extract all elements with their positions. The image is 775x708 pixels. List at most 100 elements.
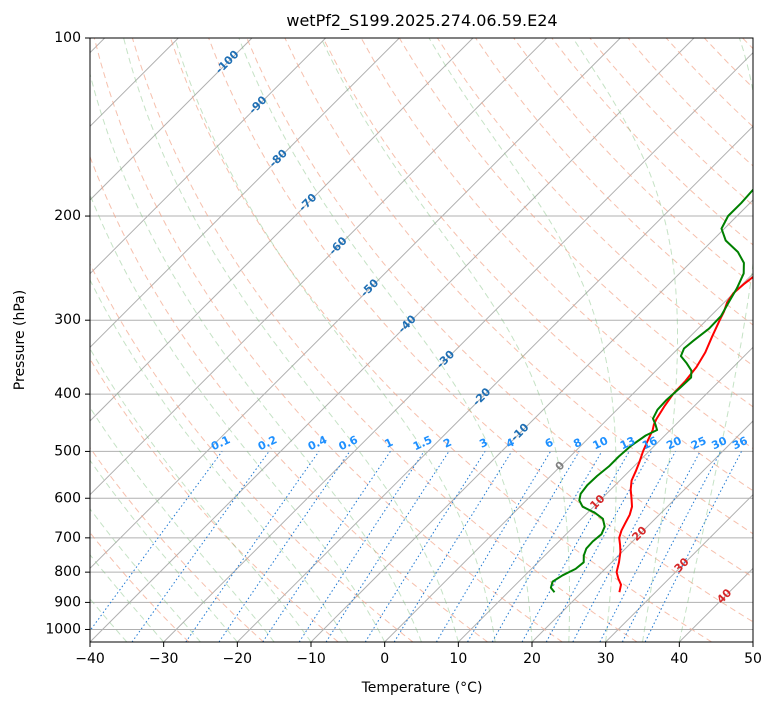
mixing-ratio-line xyxy=(90,451,223,632)
isotherm-line xyxy=(752,641,753,642)
moist-adiabat xyxy=(90,347,312,642)
mixing-ratio-label: 16 xyxy=(640,434,660,452)
isotherm-line xyxy=(90,38,621,570)
dry-adiabat xyxy=(742,38,753,50)
dry-adiabat xyxy=(90,358,339,642)
mixing-ratio-line xyxy=(185,451,320,642)
isotherm-line xyxy=(605,493,753,642)
isotherm-line xyxy=(90,38,253,201)
dry-adiabat xyxy=(436,38,753,367)
plot-frame xyxy=(89,37,754,643)
temperature-line xyxy=(615,275,753,593)
dry-adiabat xyxy=(90,262,414,642)
x-tick-label: −20 xyxy=(223,651,253,667)
mixing-ratio-line xyxy=(262,451,391,642)
x-tick-label: −40 xyxy=(75,651,105,667)
dry-adiabat xyxy=(703,38,753,89)
dry-adiabat xyxy=(93,38,563,642)
moist-adiabat xyxy=(320,38,570,642)
moist-adiabat xyxy=(572,38,678,642)
y-tick-label: 400 xyxy=(54,386,81,402)
mixing-ratio-label: 25 xyxy=(689,434,708,452)
mixing-ratio-line xyxy=(435,451,552,642)
isotherm-line xyxy=(457,346,753,642)
moist-adiabat xyxy=(90,459,238,642)
dry-adiabat xyxy=(246,38,753,578)
dewpoint-line xyxy=(549,188,753,593)
moist-adiabat xyxy=(428,38,617,642)
moist-adiabat xyxy=(90,278,349,642)
isotherm-line xyxy=(90,38,695,642)
mixing-ratio-label: 3 xyxy=(477,436,489,451)
mixing-ratio-label: 8 xyxy=(571,436,583,451)
dry-adiabat xyxy=(131,38,638,642)
mixing-ratio-label: 1 xyxy=(383,436,395,451)
mixing-ratio-line xyxy=(393,451,513,642)
moist-adiabat xyxy=(90,406,275,642)
x-tick-label: −30 xyxy=(149,651,179,667)
chart-title: wetPf2_S199.2025.274.06.59.E24 xyxy=(286,11,557,31)
x-axis-label: Temperature (°C) xyxy=(361,680,483,696)
y-axis-ticks: 100 200 300 400 500 600 700 800 900 1000 xyxy=(45,30,90,637)
mixing-ratio-label: 36 xyxy=(730,434,750,452)
mixing-ratio-label: 0.4 xyxy=(306,433,329,453)
dry-adiabat xyxy=(322,38,753,492)
y-tick-label: 800 xyxy=(54,564,81,580)
mixing-ratio-line xyxy=(131,451,270,642)
x-tick-label: 40 xyxy=(670,651,688,667)
moist-adiabat xyxy=(90,72,422,642)
dry-adiabat xyxy=(475,38,753,326)
mixing-ratio-line xyxy=(644,451,742,642)
x-tick-label: 30 xyxy=(597,651,615,667)
isotherm-line xyxy=(163,51,753,642)
dry-adiabat xyxy=(513,38,753,286)
isotherm-line xyxy=(90,38,400,349)
moist-adiabat xyxy=(90,193,386,642)
dry-adiabat xyxy=(90,155,488,642)
mixing-ratio-label: 10 xyxy=(591,434,611,452)
mixing-ratio-label: 0.1 xyxy=(209,433,232,453)
mixing-ratio-label: 0.2 xyxy=(256,433,279,453)
moist-adiabat xyxy=(90,553,165,642)
isotherm-line xyxy=(90,38,327,275)
mixing-ratio-line xyxy=(364,451,486,642)
isotherm-line xyxy=(236,125,753,642)
mixing-ratio-line xyxy=(218,451,351,642)
y-tick-label: 700 xyxy=(54,530,81,546)
background-grid xyxy=(90,38,753,642)
y-tick-label: 100 xyxy=(54,30,81,46)
moist-adiabat xyxy=(90,598,128,642)
mixing-ratio-label: 13 xyxy=(618,434,637,452)
dry-adiabat xyxy=(90,446,264,642)
y-axis-label: Pressure (hPa) xyxy=(12,290,28,390)
isotherm-line xyxy=(90,38,474,422)
y-tick-label: 1000 xyxy=(45,621,81,637)
y-tick-label: 200 xyxy=(54,208,81,224)
moist-adiabat xyxy=(238,38,533,642)
mixing-ratio-line xyxy=(621,451,722,642)
x-tick-label: 20 xyxy=(523,651,541,667)
moist-adiabat xyxy=(123,38,459,642)
reference-lines xyxy=(90,38,753,642)
mixing-ratio-label: 30 xyxy=(710,434,730,452)
dry-adiabat xyxy=(208,38,753,623)
isotherm-label: 10 xyxy=(587,492,607,512)
isotherm-line xyxy=(531,420,753,642)
dry-adiabat xyxy=(170,38,712,642)
inline-labels: 0.1 0.2 0.4 0.6 1 1.5 2 3 4 6 8 10 13 16 20 25 30 36-100-… xyxy=(209,48,750,607)
y-tick-label: 300 xyxy=(54,312,81,328)
x-tick-label: 10 xyxy=(449,651,467,667)
mixing-ratio-line xyxy=(572,451,676,642)
dry-adiabat xyxy=(284,38,753,535)
data-series xyxy=(549,188,753,593)
y-tick-label: 900 xyxy=(54,594,81,610)
x-tick-label: 50 xyxy=(744,651,762,667)
mixing-ratio-line xyxy=(599,451,701,642)
mixing-ratio-line xyxy=(545,451,652,642)
mixing-ratio-line xyxy=(521,451,630,642)
x-tick-label: −10 xyxy=(296,651,326,667)
moist-adiabat xyxy=(174,38,496,642)
mixing-ratio-label: 20 xyxy=(664,434,684,452)
x-axis-ticks: −40 −30 −20 −10 0 10 20 30 40 50 xyxy=(75,642,762,667)
